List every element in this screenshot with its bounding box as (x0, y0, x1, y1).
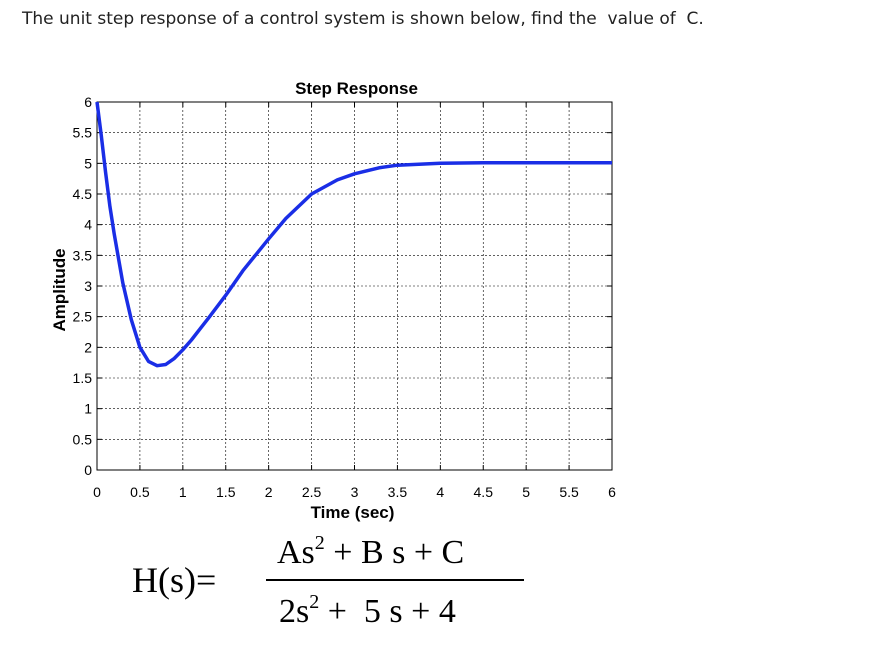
grid (97, 102, 612, 470)
fraction-bar (266, 579, 524, 581)
y-tick-label: 0.5 (73, 431, 93, 447)
y-tick-label: 0 (84, 462, 92, 478)
y-tick-label: 5.5 (73, 125, 93, 141)
x-tick-label: 0.5 (130, 484, 150, 500)
x-axis-label: Time (sec) (311, 503, 395, 522)
denominator-exponent: 2 (309, 591, 320, 613)
x-tick-label: 3.5 (388, 484, 408, 500)
x-tick-label: 4.5 (474, 484, 494, 500)
x-tick-label: 2 (265, 484, 273, 500)
transfer-function-denominator: 2s2 + 5 s + 4 (279, 591, 456, 631)
transfer-function-lhs: H(s)= (132, 560, 217, 600)
y-tick-label: 2 (84, 339, 92, 355)
y-tick-label: 4.5 (73, 186, 93, 202)
x-tick-label: 3 (351, 484, 359, 500)
y-axis-label: Amplitude (50, 248, 69, 331)
numerator-term-a: As (277, 534, 315, 571)
chart-title: Step Response (295, 79, 418, 98)
y-tick-label: 3.5 (73, 247, 93, 263)
question-text: The unit step response of a control syst… (22, 9, 704, 29)
step-response-line (95, 101, 612, 368)
y-tick-label: 2.5 (73, 309, 93, 325)
y-tick-label: 1.5 (73, 370, 93, 386)
y-tick-label: 1 (84, 401, 92, 417)
y-tick-label: 5 (84, 155, 92, 171)
x-tick-label: 1.5 (216, 484, 236, 500)
y-tick-label: 6 (84, 94, 92, 110)
x-tick-label: 1 (179, 484, 187, 500)
x-tick-label: 2.5 (302, 484, 322, 500)
y-tick-label: 3 (84, 278, 92, 294)
axis-ticks: 0 0.5 1 1.5 2 2.5 3 3.5 4 4.5 5 5.5 6 0 0.5 1 1.5 2 2.5 3 3.… (73, 94, 617, 500)
numerator-rest: + B s + C (324, 534, 465, 571)
transfer-function-numerator: As2 + B s + C (277, 532, 464, 572)
x-tick-label: 5.5 (559, 484, 579, 500)
x-tick-label: 5 (522, 484, 530, 500)
denominator-term-a: 2s (279, 593, 310, 630)
x-tick-label: 6 (608, 484, 616, 500)
y-tick-label: 4 (84, 217, 92, 233)
denominator-rest: + 5 s + 4 (319, 593, 456, 630)
x-tick-label: 4 (436, 484, 444, 500)
x-tick-label: 0 (93, 484, 101, 500)
numerator-exponent: 2 (314, 532, 325, 554)
